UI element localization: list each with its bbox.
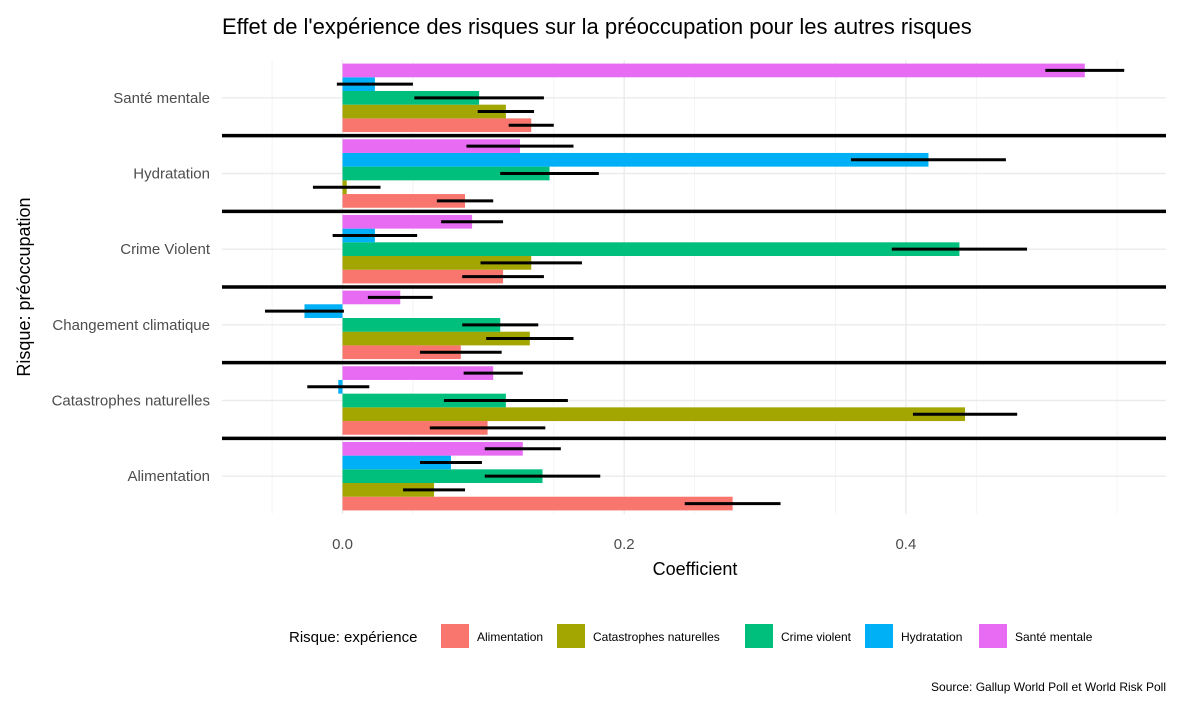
- bar: [342, 421, 488, 435]
- bar: [342, 317, 501, 332]
- legend-swatch: [979, 624, 1007, 648]
- error-bars: [265, 68, 1125, 506]
- bar: [342, 483, 435, 497]
- category-label: Catastrophes naturelles: [52, 393, 210, 410]
- category-label: Changement climatique: [52, 317, 210, 334]
- bar: [342, 63, 1085, 78]
- x-tick-labels: 0.0 0.2 0.4: [332, 536, 916, 553]
- bar: [342, 407, 966, 422]
- category-label: Santé mentale: [113, 90, 210, 107]
- legend-item-label: Santé mentale: [1015, 630, 1093, 644]
- legend-title: Risque: expérience: [289, 629, 417, 646]
- bar: [342, 104, 506, 119]
- x-tick-label: 0.2: [614, 536, 635, 553]
- bar: [342, 469, 543, 484]
- bar: [342, 256, 532, 270]
- category-label: Hydratation: [133, 166, 210, 183]
- bar: [342, 455, 451, 470]
- bar: [342, 366, 494, 380]
- bar: [342, 441, 523, 456]
- legend-swatch: [557, 624, 585, 648]
- legend-swatch: [745, 624, 773, 648]
- bar: [342, 139, 520, 153]
- bar: [342, 90, 480, 105]
- bar: [342, 166, 550, 181]
- category-labels: Santé mentale Hydratation Crime Violent Cha…: [52, 90, 211, 485]
- bar: [342, 194, 466, 208]
- legend-item-label: Hydratation: [901, 630, 962, 644]
- bar: [342, 214, 473, 229]
- category-separators: [222, 133, 1166, 441]
- chart-title: Effet de l'expérience des risques sur la…: [222, 14, 972, 39]
- x-tick-label: 0.4: [895, 536, 916, 553]
- bar: [342, 118, 532, 133]
- bar: [342, 242, 960, 257]
- bar: [342, 496, 733, 511]
- category-label: Alimentation: [127, 468, 210, 485]
- legend-item-label: Catastrophes naturelles: [593, 630, 720, 644]
- bar: [342, 393, 506, 408]
- y-axis-title: Risque: préoccupation: [14, 197, 34, 376]
- x-axis-title: Coefficient: [653, 559, 738, 579]
- bar: [342, 345, 461, 360]
- legend: Risque: expérience Alimentation Catastrop…: [289, 624, 1093, 648]
- bars: [304, 63, 1085, 511]
- category-label: Crime Violent: [120, 241, 211, 258]
- legend-item-label: Crime violent: [781, 630, 852, 644]
- bar: [342, 152, 929, 167]
- legend-swatch: [865, 624, 893, 648]
- bar: [342, 331, 530, 346]
- legend-swatch: [441, 624, 469, 648]
- bar: [342, 269, 504, 284]
- caption: Source: Gallup World Poll et World Risk …: [931, 680, 1166, 694]
- x-tick-label: 0.0: [332, 536, 353, 553]
- legend-item-label: Alimentation: [477, 630, 543, 644]
